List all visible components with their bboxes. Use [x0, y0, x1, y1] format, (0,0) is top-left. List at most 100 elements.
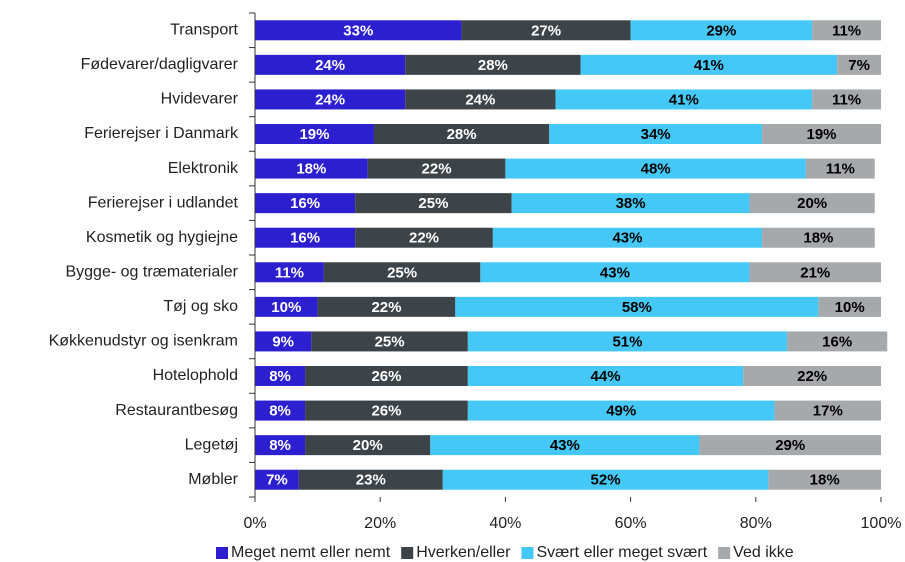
y-tick-label: Transport: [170, 22, 238, 39]
bar-segment: [511, 193, 750, 214]
value-label: 29%: [706, 22, 736, 39]
y-tick-label: Hvidevarer: [161, 91, 239, 108]
value-label: 7%: [848, 57, 870, 74]
value-label: 25%: [375, 333, 405, 350]
value-label: 27%: [531, 22, 561, 39]
value-label: 28%: [447, 126, 477, 143]
bar-segment: [492, 227, 763, 248]
bar-segment: [837, 54, 881, 75]
value-label: 41%: [694, 57, 724, 74]
value-label: 34%: [641, 126, 671, 143]
y-tick-label: Legetøj: [185, 436, 238, 453]
value-label: 8%: [269, 403, 291, 420]
value-label: 49%: [606, 403, 636, 420]
value-label: 43%: [612, 230, 642, 247]
bar-segment: [630, 20, 813, 41]
value-label: 26%: [371, 368, 401, 385]
value-label: 28%: [478, 57, 508, 74]
bar-segment: [255, 193, 356, 214]
bar-segment: [255, 435, 306, 456]
value-label: 24%: [465, 91, 495, 108]
y-tick-label: Møbler: [188, 471, 238, 488]
y-tick-label: Tøj og sko: [163, 298, 238, 315]
value-label: 11%: [832, 91, 861, 108]
value-label: 19%: [807, 126, 837, 143]
bar-segment: [467, 366, 744, 386]
y-tick-label: Ferierejser i Danmark: [84, 125, 239, 142]
legend-label: Meget nemt eller nemt: [231, 544, 391, 561]
x-tick-label: 60%: [615, 515, 647, 532]
value-label: 26%: [371, 403, 401, 420]
bar-segment: [373, 124, 550, 144]
value-label: 11%: [826, 161, 855, 178]
value-label: 11%: [275, 264, 304, 281]
x-tick-label: 20%: [364, 515, 396, 532]
bar-segment: [255, 89, 406, 110]
bar-segment: [461, 20, 631, 41]
value-label: 10%: [835, 299, 865, 316]
value-label: 9%: [272, 333, 294, 350]
x-tick-label: 40%: [489, 515, 521, 532]
value-label: 43%: [600, 264, 630, 281]
bar-segment: [255, 227, 356, 248]
value-label: 51%: [612, 333, 642, 350]
value-label: 11%: [832, 22, 861, 39]
bar-segment: [787, 331, 888, 352]
y-tick-label: Hotelophold: [153, 367, 238, 384]
y-tick-label: Fødevarer/dagligvarer: [81, 56, 239, 73]
bar-segment: [762, 227, 875, 248]
y-tick-label: Bygge- og træmaterialer: [65, 264, 238, 281]
bar-segment: [255, 54, 406, 75]
bar-segment: [580, 54, 838, 75]
value-label: 20%: [353, 437, 383, 454]
bar-segment: [749, 193, 875, 214]
bar-segment: [305, 435, 431, 456]
bar-segment: [255, 20, 462, 41]
bar-segment: [768, 469, 881, 490]
value-label: 16%: [290, 230, 320, 247]
legend-swatch: [216, 547, 228, 559]
value-label: 22%: [797, 368, 827, 385]
bar-segment: [367, 158, 506, 179]
value-label: 19%: [299, 126, 329, 143]
legend-swatch: [401, 547, 414, 559]
bar-segment: [812, 20, 881, 41]
bar-segment: [355, 227, 493, 248]
value-label: 10%: [271, 299, 301, 316]
bar-segment: [762, 124, 881, 144]
bar-segment: [323, 262, 481, 283]
bar-segment: [255, 366, 306, 386]
value-label: 38%: [616, 195, 646, 212]
value-label: 23%: [356, 472, 386, 489]
legend-swatch: [718, 547, 731, 559]
value-label: 44%: [591, 368, 621, 385]
bar-segment: [255, 469, 299, 490]
bar-segment: [467, 400, 775, 421]
value-label: 33%: [343, 22, 373, 39]
bar-segment: [749, 262, 881, 283]
value-label: 18%: [296, 161, 326, 178]
y-tick-label: Ferierejser i udlandet: [88, 194, 239, 211]
bar-segment: [430, 435, 700, 456]
bar-segment: [311, 331, 468, 352]
value-label: 41%: [669, 91, 699, 108]
bar-segment: [467, 331, 788, 352]
bar-segment: [255, 124, 374, 144]
value-label: 25%: [418, 195, 448, 212]
legend-label: Ved ikke: [733, 544, 794, 561]
value-label: 17%: [813, 403, 843, 420]
bar-segment: [255, 296, 318, 317]
value-label: 24%: [315, 91, 345, 108]
bar-segment: [743, 366, 881, 386]
value-label: 7%: [266, 472, 288, 489]
y-tick-label: Elektronik: [168, 160, 239, 177]
value-label: 18%: [803, 230, 833, 247]
y-tick-label: Kosmetik og hygiejne: [86, 229, 238, 246]
value-label: 25%: [387, 264, 417, 281]
bar-segment: [298, 469, 443, 490]
bar-segment: [317, 296, 456, 317]
value-label: 21%: [800, 264, 830, 281]
bar-segment: [818, 296, 881, 317]
value-label: 18%: [810, 472, 840, 489]
bar-segment: [255, 262, 324, 283]
